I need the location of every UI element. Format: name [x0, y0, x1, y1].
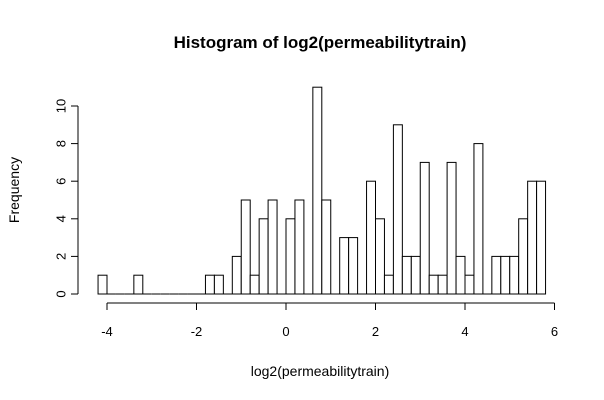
histogram-bar [312, 86, 323, 295]
chart-title: Histogram of log2(permeabilitytrain) [174, 33, 467, 52]
histogram-bar [97, 274, 108, 295]
histogram-bar [473, 143, 484, 295]
x-tick-label: -4 [101, 324, 113, 339]
histogram-bar [258, 218, 269, 295]
y-tick-label: 0 [53, 290, 68, 297]
x-tick-label: -2 [191, 324, 203, 339]
x-tick-label: 4 [461, 324, 468, 339]
x-axis-label: log2(permeabilitytrain) [251, 363, 390, 379]
bars-group [97, 86, 547, 295]
histogram-bar [321, 199, 332, 295]
x-tick-label: 2 [372, 324, 379, 339]
histogram-bar [366, 180, 376, 295]
histogram-bar [410, 255, 421, 295]
y-tick-label: 2 [53, 253, 68, 260]
histogram-bar [437, 274, 448, 295]
histogram-bar [491, 255, 502, 295]
histogram-bar [339, 237, 350, 295]
histogram-bar [518, 218, 529, 295]
histogram-bar [348, 237, 359, 295]
histogram-bar [500, 255, 511, 295]
y-axis-label: Frequency [6, 157, 22, 223]
y-tick-label: 4 [53, 215, 68, 222]
histogram-bar [240, 199, 251, 295]
histogram-bar [294, 199, 305, 295]
y-tick-label: 6 [53, 178, 68, 185]
histogram-bar [536, 180, 547, 295]
histogram-bar [401, 255, 412, 295]
y-tick-label: 8 [53, 140, 68, 147]
histogram-bar [204, 274, 215, 295]
x-tick-label: 6 [551, 324, 558, 339]
x-tick-label: 0 [282, 324, 289, 339]
histogram-bar [446, 161, 457, 295]
histogram-bar [249, 274, 260, 295]
histogram-bar [383, 274, 394, 295]
x-axis: -4 -2 0 2 4 6 [101, 302, 558, 339]
histogram-bar [527, 180, 538, 295]
y-axis: 0 2 4 6 8 10 [53, 99, 79, 298]
histogram-bar [133, 274, 144, 295]
histogram-bar [464, 274, 475, 295]
histogram-bar [455, 255, 466, 295]
histogram-bar [509, 255, 520, 295]
histogram-bar [231, 255, 242, 295]
histogram-bar [213, 274, 224, 295]
histogram-bar [375, 218, 385, 295]
histogram-bar [419, 161, 430, 295]
histogram-bar [428, 274, 439, 295]
histogram-bar [285, 218, 296, 295]
y-tick-label: 10 [53, 99, 68, 113]
histogram-bar [392, 124, 403, 295]
histogram-bar [267, 199, 278, 295]
